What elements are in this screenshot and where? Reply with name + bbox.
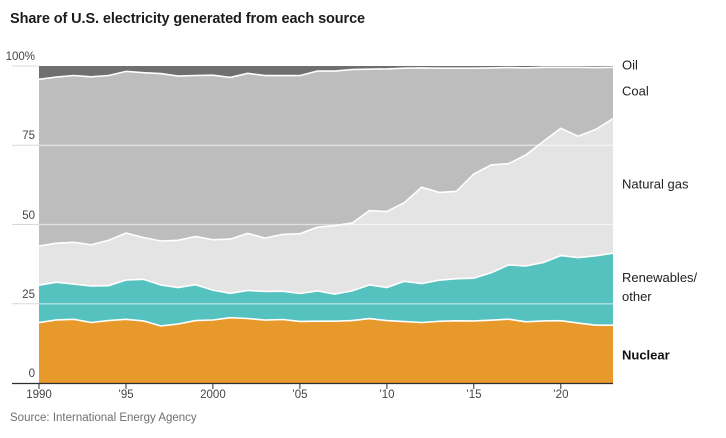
- series-label-coal: Coal: [622, 83, 649, 99]
- series-label-natural-gas: Natural gas: [622, 176, 689, 192]
- gridlines: [12, 65, 613, 305]
- series-label-nuclear: Nuclear: [622, 347, 670, 363]
- y-tick-label: 25: [22, 288, 35, 301]
- x-tick-label: ’95: [118, 389, 134, 401]
- band-separator: [38, 66, 614, 81]
- x-tick-label: ’10: [379, 389, 395, 401]
- x-tick-label: 2000: [200, 389, 226, 401]
- x-tick-label: ’20: [553, 389, 569, 401]
- band-separator: [38, 316, 613, 327]
- area-coal: [39, 67, 613, 247]
- x-tick-label: ’15: [466, 389, 482, 401]
- area-natural-gas: [39, 118, 613, 295]
- band-separator: [38, 252, 614, 295]
- x-tick-label: ’05: [292, 389, 308, 401]
- series-label-renewables-other: Renewables/ other: [622, 270, 698, 305]
- band-separators: [38, 66, 614, 327]
- x-axis: [12, 382, 613, 389]
- source-credit: Source: International Energy Agency: [10, 412, 197, 424]
- area-renewables-other: [39, 253, 613, 326]
- chart-title: Share of U.S. electricity generated from…: [10, 11, 366, 27]
- y-tick-label: 50: [22, 209, 35, 222]
- y-tick-label: 75: [22, 130, 35, 143]
- x-tick-label: 1990: [26, 389, 52, 401]
- y-tick-label: 0: [28, 368, 35, 380]
- series-label-oil: Oil: [622, 57, 638, 73]
- area-bands: [39, 66, 613, 383]
- band-separator: [38, 118, 614, 247]
- area-oil: [39, 66, 613, 80]
- area-nuclear: [39, 317, 613, 383]
- y-tick-label: 100%: [5, 51, 35, 63]
